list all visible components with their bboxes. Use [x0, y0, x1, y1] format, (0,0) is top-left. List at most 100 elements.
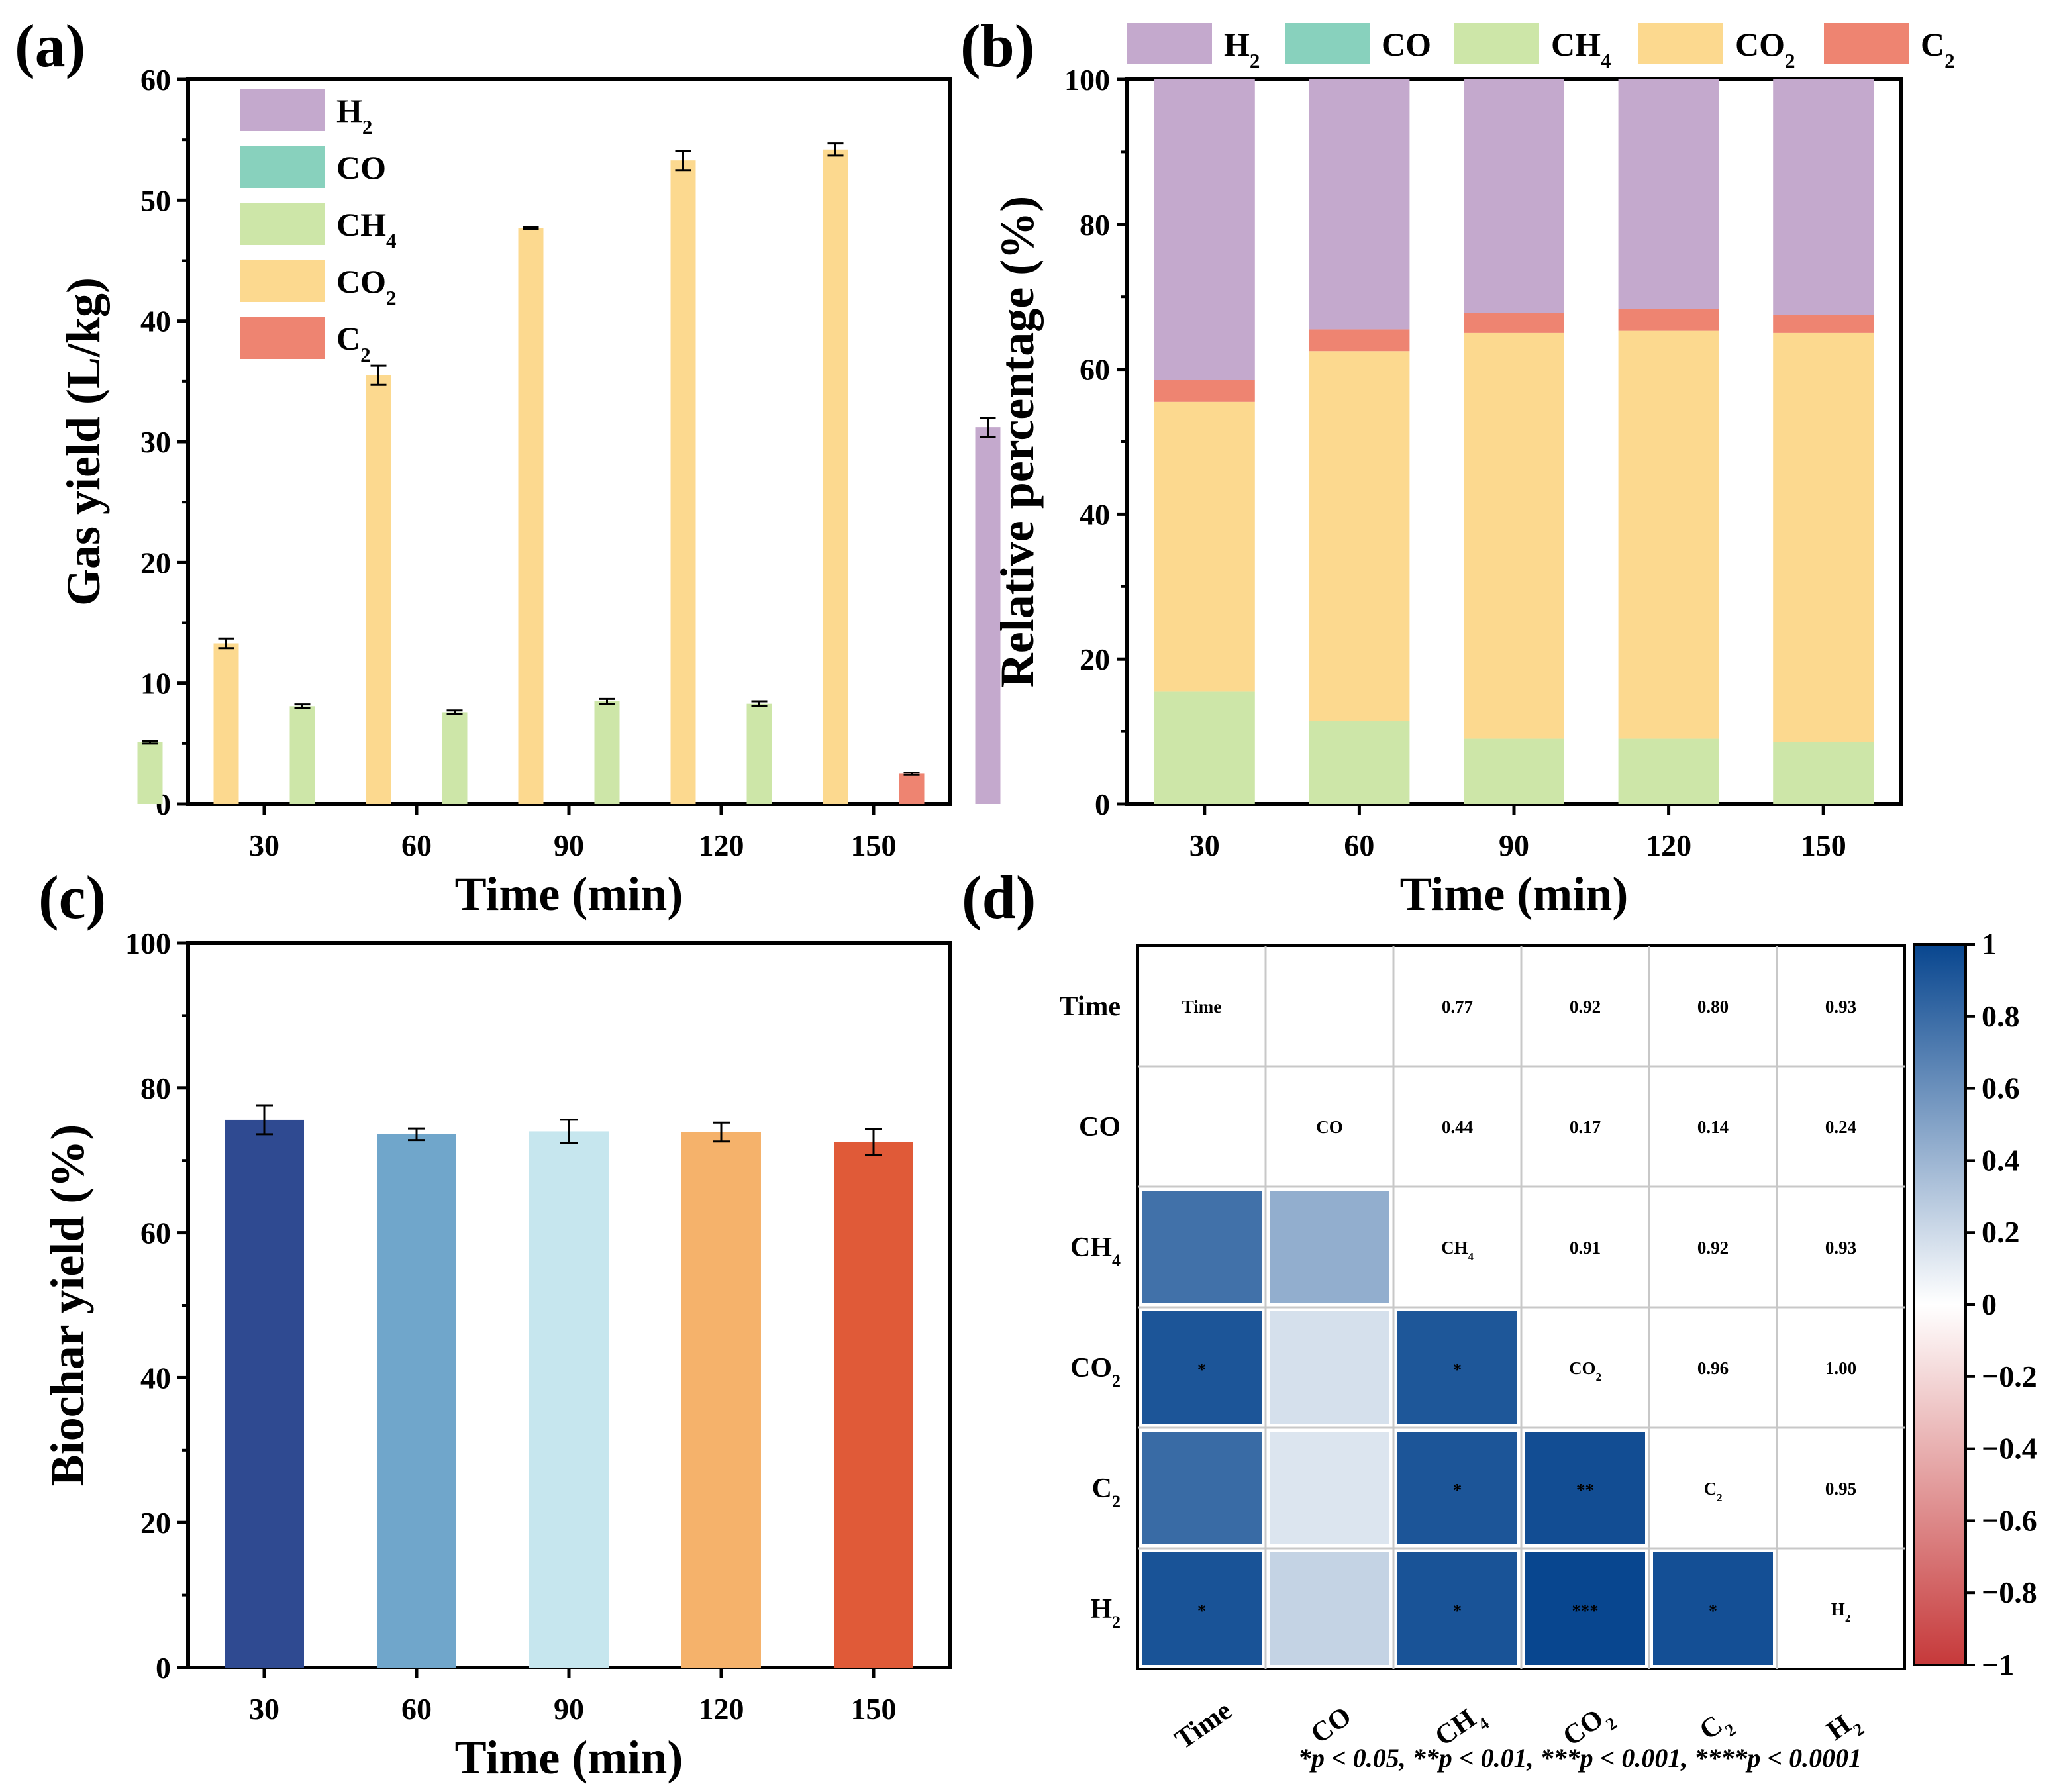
heatmap-diagonal-label: CH4	[1441, 1238, 1474, 1263]
y-tick-label: 40	[1080, 497, 1110, 531]
legend-label: CO	[336, 149, 386, 186]
bar-c2-150	[899, 773, 925, 804]
heatmap-row-label: CO2	[1070, 1353, 1121, 1391]
legend-label: CH4	[336, 206, 397, 252]
heatmap-value: 0.17	[1570, 1117, 1601, 1137]
x-tick-label: 90	[554, 828, 584, 862]
legend-swatch	[240, 146, 325, 188]
stack-c2-150	[1773, 315, 1874, 333]
heatmap-value: 0.77	[1442, 997, 1473, 1017]
colorbar-tick-label: 0.4	[1982, 1143, 2020, 1177]
bar-h2-150	[975, 427, 1001, 804]
stack-c2-120	[1618, 309, 1719, 331]
bar-ch4-120	[594, 701, 620, 804]
x-tick-label: 120	[1646, 828, 1691, 862]
stack-ch4-120	[1618, 738, 1719, 804]
y-tick-label: 50	[140, 183, 171, 217]
colorbar	[1913, 943, 1967, 1666]
x-tick-label: 120	[699, 1692, 744, 1726]
heatmap-cell	[1397, 1432, 1517, 1544]
y-tick-label: 80	[1080, 208, 1110, 242]
x-tick-label: 90	[1499, 828, 1529, 862]
colorbar-tick-label: 1	[1982, 927, 1997, 961]
significance-mark: *	[1453, 1601, 1462, 1620]
heatmap-row-label: H2	[1090, 1594, 1121, 1632]
y-tick-label: 20	[140, 1506, 171, 1540]
bar-co2-60	[366, 375, 391, 804]
y-tick-label: 0	[156, 1651, 171, 1685]
y-tick-label: 30	[140, 425, 171, 459]
y-axis-title: Relative percentage (%)	[991, 196, 1044, 687]
heatmap-value: 0.91	[1570, 1238, 1601, 1258]
stack-c2-90	[1464, 313, 1564, 333]
y-tick-label: 60	[1080, 353, 1110, 387]
heatmap-value: 1.00	[1825, 1358, 1856, 1378]
panel-label-c: (c)	[38, 864, 106, 931]
colorbar-tick-label: 0.6	[1982, 1071, 2020, 1105]
heatmap-cell	[1397, 1552, 1517, 1665]
x-tick-label: 120	[699, 828, 744, 862]
heatmap-value: 0.95	[1825, 1479, 1856, 1499]
x-tick-label: 30	[1189, 828, 1220, 862]
heatmap-diagonal-label: C2	[1704, 1479, 1723, 1504]
heatmap-cell	[1142, 1311, 1262, 1424]
significance-mark: *	[1453, 1360, 1462, 1379]
bar-ch4-90	[442, 712, 468, 804]
x-tick-label: 150	[851, 828, 897, 862]
significance-mark: ***	[1572, 1601, 1599, 1620]
heatmap-row-label: CO	[1079, 1112, 1121, 1142]
legend-swatch	[1638, 23, 1723, 64]
heatmap-cell	[1270, 1432, 1389, 1544]
heatmap-cell	[1270, 1191, 1389, 1303]
heatmap-value: 0.93	[1825, 997, 1856, 1017]
heatmap-value: 0.80	[1697, 997, 1729, 1017]
stack-co2-90	[1464, 332, 1564, 739]
x-tick-label: 30	[249, 828, 279, 862]
stack-c2-60	[1309, 329, 1410, 352]
significance-mark: *	[1197, 1360, 1207, 1379]
y-tick-label: 80	[140, 1071, 171, 1105]
legend-swatch	[240, 317, 325, 359]
heatmap-diagonal-label: CO	[1316, 1117, 1343, 1137]
heatmap-cell	[1653, 1552, 1773, 1665]
legend-swatch	[240, 89, 325, 131]
heatmap-cell	[1397, 1311, 1517, 1424]
heatmap-value: 0.24	[1825, 1117, 1856, 1137]
x-tick-label: 90	[554, 1692, 584, 1726]
significance-mark: *	[1709, 1601, 1718, 1620]
y-tick-label: 40	[140, 1361, 171, 1395]
panel-label-a: (a)	[15, 12, 85, 79]
x-tick-label: 150	[851, 1692, 897, 1726]
heatmap-row-label: Time	[1059, 991, 1121, 1022]
panel-b-relative-percentage: (b) 0 20 40 60 80 100 30 60 90 120 150 Time (min) Rel…	[960, 12, 1955, 921]
panel-label-b: (b)	[960, 12, 1034, 79]
heatmap-col-label: Time	[1170, 1695, 1237, 1756]
colorbar-tick-label: −0.4	[1982, 1432, 2037, 1466]
bar-biochar-60	[377, 1134, 456, 1668]
bar-co2-150	[823, 149, 848, 805]
heatmap-cell	[1525, 1552, 1645, 1665]
colorbar-tick-label: −0.8	[1982, 1575, 2037, 1609]
y-axis-title: Gas yield (L/kg)	[57, 277, 110, 606]
legend-swatch	[1824, 23, 1909, 64]
y-tick-label: 100	[125, 926, 171, 960]
significance-footnote: *p < 0.05, **p < 0.01, ***p < 0.001, ***…	[1298, 1743, 1862, 1773]
heatmap-value: 0.92	[1570, 997, 1601, 1017]
stack-co2-60	[1309, 351, 1410, 721]
x-tick-label: 60	[401, 1692, 432, 1726]
stack-h2-150	[1773, 79, 1874, 315]
stack-co2-120	[1618, 330, 1719, 739]
stack-co2-30	[1154, 401, 1255, 692]
y-tick-label: 60	[140, 1217, 171, 1250]
legend-label: CO2	[336, 263, 397, 309]
heatmap-value: 0.44	[1442, 1117, 1473, 1137]
heatmap-value: 0.92	[1697, 1238, 1729, 1258]
x-tick-label: 30	[249, 1692, 279, 1726]
legend-label: H2	[336, 92, 372, 138]
bar-biochar-90	[529, 1131, 609, 1668]
stack-ch4-90	[1464, 738, 1564, 804]
heatmap-value: 0.93	[1825, 1238, 1856, 1258]
stack-h2-120	[1618, 79, 1719, 309]
